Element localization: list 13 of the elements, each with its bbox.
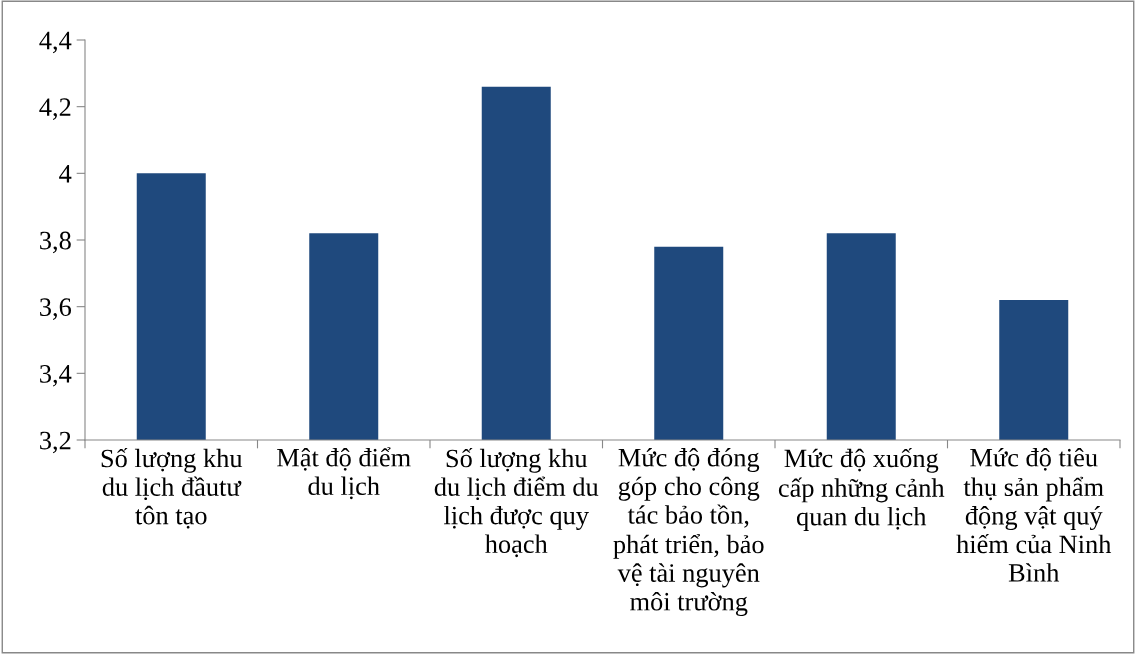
y-tick-label: 3,6 — [40, 298, 72, 320]
x-tick-label: Mức độ đóng góp cho công tác bảo tồn, phát triển, bảo vệ tài nguyên môi trường — [613, 448, 764, 617]
y-tick-label: 4,2 — [39, 98, 71, 120]
y-tick-label: 3,4 — [40, 365, 72, 387]
y-tick-label: 3,2 — [40, 431, 71, 454]
y-tick-label: 4 — [59, 165, 72, 183]
x-tick-label: Mức độ tiêu thụ sản phẩm động vật quý hiếm của Ninh Bình — [956, 447, 1112, 582]
x-tick-label: Số lượng khu du lịch điểm du lịch được quy hoạch — [434, 448, 599, 558]
x-tick-label: Số lượng khu du lịch đầutư tôn tạo — [101, 448, 243, 529]
x-tick-label: Mức độ xuống cấp những cảnh quan du lịch — [778, 448, 945, 531]
y-tick-label: 4,4 — [39, 31, 72, 54]
x-tick-label: Mật độ điểm du lịch — [277, 447, 411, 500]
y-tick-label: 3,8 — [40, 231, 71, 254]
